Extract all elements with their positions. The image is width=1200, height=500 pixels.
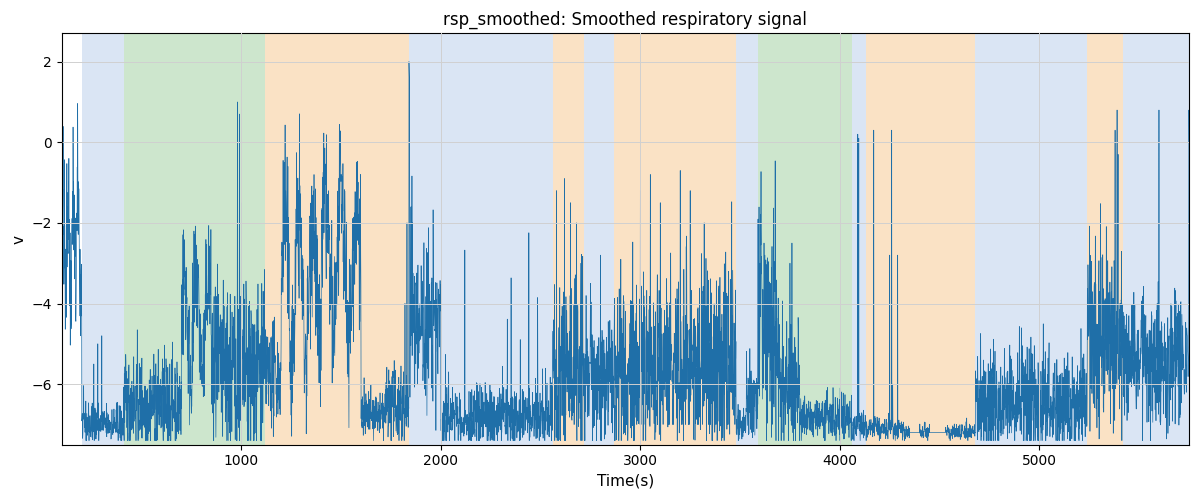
Bar [758, 34, 852, 445]
Bar [865, 34, 976, 445]
Bar [852, 34, 865, 445]
Bar [1087, 34, 1123, 445]
Bar [614, 34, 736, 445]
Title: rsp_smoothed: Smoothed respiratory signal: rsp_smoothed: Smoothed respiratory signa… [444, 11, 808, 30]
Bar [409, 34, 552, 445]
Bar [736, 34, 758, 445]
Bar [124, 34, 265, 445]
Bar [552, 34, 584, 445]
X-axis label: Time(s): Time(s) [596, 474, 654, 489]
Bar [265, 34, 409, 445]
Bar [1123, 34, 1189, 445]
Bar [584, 34, 614, 445]
Bar [82, 34, 124, 445]
Bar [976, 34, 1087, 445]
Y-axis label: v: v [11, 234, 26, 244]
